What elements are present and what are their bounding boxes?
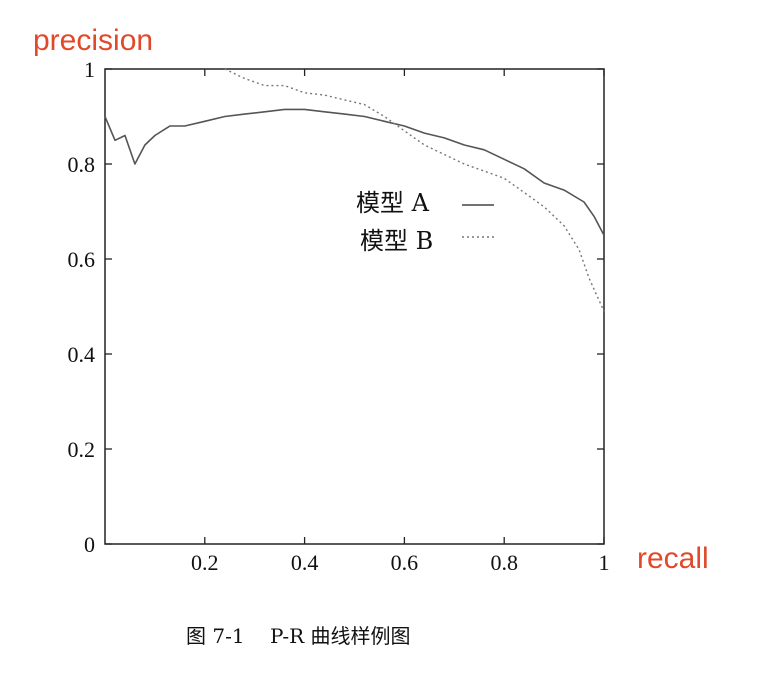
y-axis-label: precision [33,24,153,57]
legend: 模型 A 模型 B [356,189,494,255]
plot-frame [104,68,605,545]
y-tick-label: 0.8 [68,152,96,177]
axis-tick-labels: 0.2 0.4 0.6 0.8 1 0 0.2 0.4 0.6 0.8 1 [68,57,610,575]
figure-caption: 图 7-1 P-R 曲线样例图 [186,624,411,648]
legend-label-model-a: 模型 A [356,189,430,217]
x-tick-label: 1 [599,550,610,575]
series-line-model-b [224,68,605,312]
y-tick-label: 1 [84,57,95,82]
x-tick-label: 0.4 [291,550,319,575]
y-tick-label: 0.6 [68,247,96,272]
x-tick-label: 0.8 [490,550,518,575]
x-tick-label: 0.2 [191,550,219,575]
series-line-model-a [104,108,605,236]
x-axis-label: recall [637,542,709,575]
legend-label-model-b: 模型 B [360,227,433,255]
y-tick-label: 0.4 [68,342,96,367]
y-tick-label: 0 [84,532,95,557]
axis-ticks [105,68,605,545]
x-tick-label: 0.6 [391,550,419,575]
series-lines [104,68,605,312]
y-tick-label: 0.2 [68,437,96,462]
